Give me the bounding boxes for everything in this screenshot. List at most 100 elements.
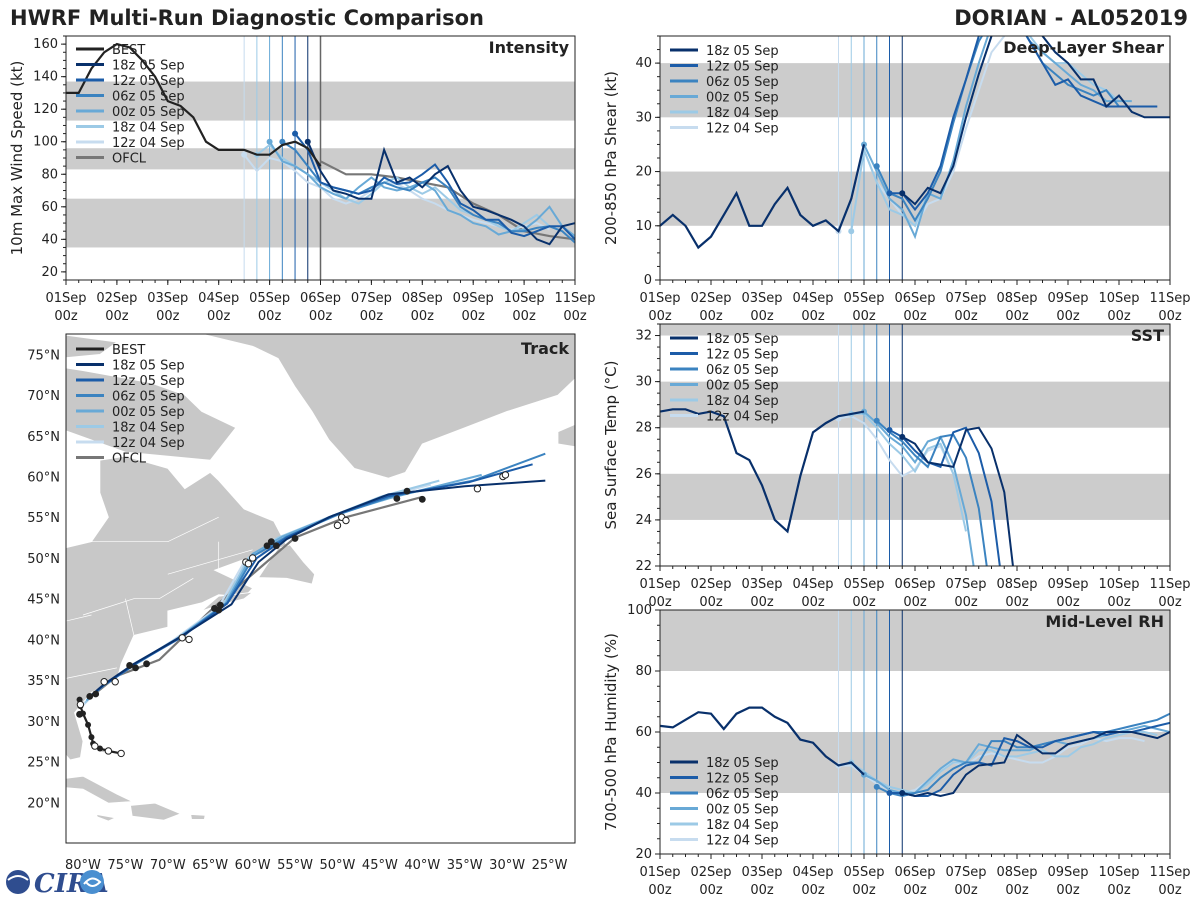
lon-tick-label: 35°W [447, 858, 483, 873]
y-tick-label: 32 [635, 329, 652, 344]
track-open-marker [342, 516, 350, 525]
legend-label-run: 12z 04 Sep [706, 122, 779, 137]
x-tick-label: 11Sep [554, 291, 595, 306]
x-tick-label: 11Sep [1149, 291, 1190, 306]
lon-tick-label: 80°W [65, 858, 101, 873]
plot-area [660, 324, 1170, 566]
lat-tick-label: 20°N [27, 796, 60, 811]
x-tick-sublabel: 00z [156, 309, 180, 324]
y-tick-label: 40 [635, 56, 652, 71]
x-tick-sublabel: 00z [105, 309, 129, 324]
x-tick-label: 08Sep [996, 291, 1037, 306]
plot-area [66, 36, 575, 280]
lon-tick-label: 75°W [107, 858, 143, 873]
x-tick-sublabel: 00z [1158, 595, 1182, 610]
x-tick-label: 04Sep [792, 291, 833, 306]
x-tick-label: 07Sep [945, 291, 986, 306]
newfoundland-land [257, 544, 316, 585]
series-line [294, 132, 575, 241]
x-tick-label: 09Sep [1047, 865, 1088, 880]
x-tick-label: 04Sep [792, 577, 833, 592]
intensity-panel: 20 40 60 80 100 120 140 160 01Sep 00z 02Sep 00z 03Se… [8, 35, 596, 324]
gray-band [660, 610, 1170, 671]
series-start-point [279, 138, 286, 145]
track-filled-marker [126, 662, 134, 669]
legend-label-ofcl: OFCL [112, 152, 147, 167]
legend-label-run: 12z 04 Sep [706, 834, 779, 849]
x-tick-sublabel: 00z [903, 595, 927, 610]
x-tick-sublabel: 00z [1107, 595, 1131, 610]
legend-label-run: 18z 04 Sep [112, 121, 185, 136]
y-tick-label: 0 [644, 273, 652, 288]
series-start-point [886, 790, 893, 796]
track-open-marker [501, 471, 510, 479]
x-tick-sublabel: 00z [1158, 883, 1182, 898]
x-tick-sublabel: 00z [1056, 883, 1080, 898]
x-tick-label: 06Sep [894, 865, 935, 880]
series-start-point [292, 130, 299, 137]
legend-label-run: 06z 05 Sep [706, 363, 779, 378]
x-tick-sublabel: 00z [801, 595, 825, 610]
lon-tick-label: 65°W [192, 858, 228, 873]
y-axis-label: 10m Max Wind Speed (kt) [8, 61, 26, 256]
lat-tick-label: 45°N [27, 593, 60, 608]
x-tick-label: 03Sep [741, 291, 782, 306]
x-tick-sublabel: 00z [801, 309, 825, 324]
x-tick-label: 03Sep [741, 577, 782, 592]
legend-label-run: 00z 05 Sep [706, 91, 779, 106]
border-line [167, 549, 253, 575]
series-line [306, 141, 575, 246]
series-start-point [848, 228, 855, 235]
legend-label-best: BEST [112, 343, 145, 358]
x-tick-sublabel: 00z [954, 883, 978, 898]
best-track-line [660, 144, 866, 250]
arctic-island-land [66, 334, 118, 358]
x-tick-sublabel: 00z [648, 883, 672, 898]
legend-label-run: 06z 05 Sep [706, 787, 779, 802]
lon-tick-label: 25°W [532, 858, 568, 873]
baffin-island-land [66, 367, 237, 461]
lon-tick-label: 30°W [489, 858, 525, 873]
x-tick-label: 05Sep [249, 291, 290, 306]
series-start-point [886, 190, 893, 197]
y-tick-label: 40 [41, 232, 58, 247]
track-filled-marker [291, 535, 299, 542]
legend-label-run: 00z 05 Sep [706, 803, 779, 818]
x-tick-sublabel: 00z [903, 883, 927, 898]
plot-area [660, 36, 1170, 280]
lon-tick-label: 40°W [404, 858, 440, 873]
x-tick-sublabel: 00z [954, 309, 978, 324]
x-tick-label: 03Sep [147, 291, 188, 306]
x-tick-sublabel: 00z [801, 883, 825, 898]
x-tick-sublabel: 00z [750, 883, 774, 898]
panel-title: Mid-Level RH [1045, 612, 1164, 631]
y-tick-label: 60 [41, 200, 58, 215]
hispaniola-land [130, 802, 182, 821]
x-tick-label: 01Sep [45, 291, 86, 306]
track-open-marker [185, 635, 193, 644]
logo-swoosh-icon [7, 875, 29, 881]
legend-label-run: 12z 05 Sep [706, 348, 779, 363]
series-start-point [899, 790, 906, 796]
track-open-marker [473, 485, 482, 493]
y-axis-label: 700-500 hPa Humidity (%) [602, 633, 620, 831]
x-tick-sublabel: 00z [1107, 883, 1131, 898]
x-tick-label: 09Sep [1047, 291, 1088, 306]
best-track-point [88, 734, 95, 741]
track-filled-marker [393, 495, 401, 502]
lat-tick-label: 75°N [27, 348, 60, 363]
x-tick-label: 05Sep [843, 577, 884, 592]
best-track-open-point [91, 742, 99, 750]
legend-label-run: 18z 04 Sep [112, 421, 185, 436]
y-axis-label: Sea Surface Temp (°C) [602, 360, 620, 529]
track-filled-marker [132, 664, 139, 672]
legend-label-run: 18z 04 Sep [706, 394, 779, 409]
x-tick-sublabel: 00z [207, 309, 231, 324]
logo-globe-icon [6, 870, 30, 894]
y-tick-label: 60 [635, 725, 652, 740]
legend-label-run: 12z 05 Sep [112, 374, 185, 389]
jamaica-land [95, 813, 117, 822]
track-filled-marker [92, 690, 100, 698]
